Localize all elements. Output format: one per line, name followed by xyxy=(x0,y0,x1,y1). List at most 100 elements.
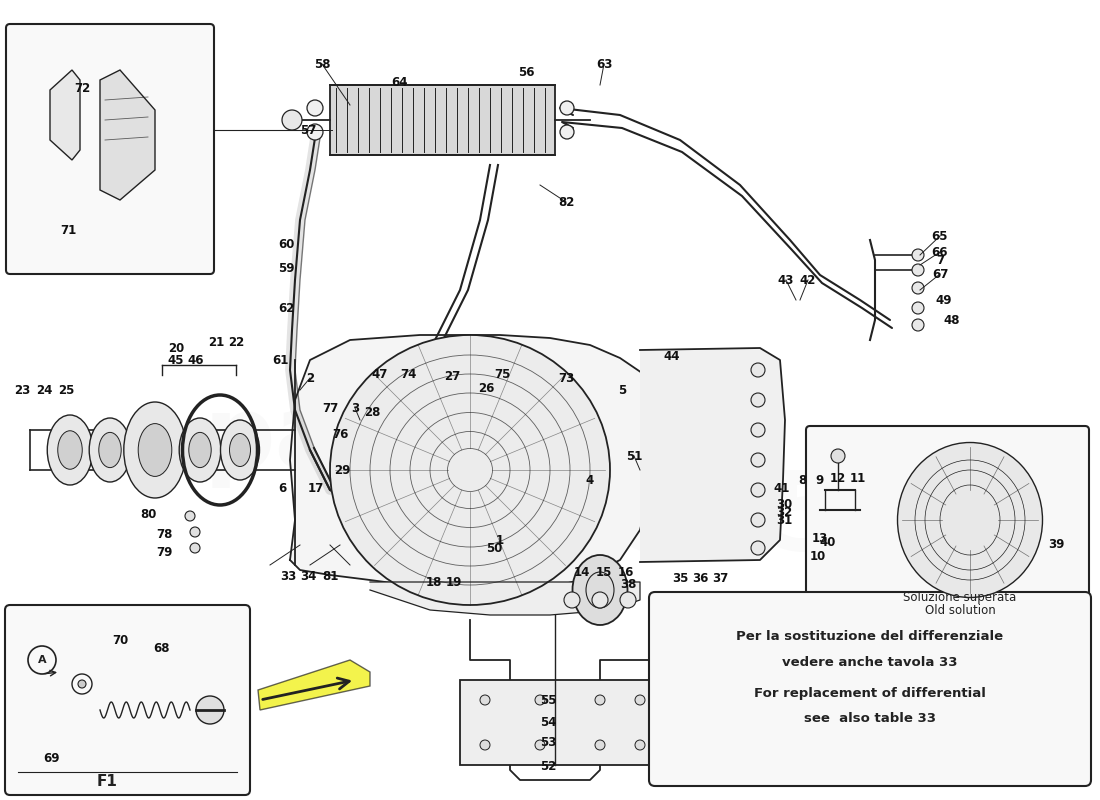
Text: 48: 48 xyxy=(944,314,960,326)
Text: 78: 78 xyxy=(156,527,173,541)
Text: 61: 61 xyxy=(272,354,288,366)
Text: 52: 52 xyxy=(540,759,557,773)
Ellipse shape xyxy=(89,418,131,482)
Text: 54: 54 xyxy=(540,715,557,729)
Ellipse shape xyxy=(898,442,1043,598)
Text: 66: 66 xyxy=(932,246,948,258)
Circle shape xyxy=(620,592,636,608)
Text: 31: 31 xyxy=(776,514,792,526)
FancyBboxPatch shape xyxy=(806,426,1089,614)
Text: 4: 4 xyxy=(586,474,594,486)
Circle shape xyxy=(912,319,924,331)
Text: 23: 23 xyxy=(14,383,30,397)
Text: 37: 37 xyxy=(712,571,728,585)
Text: Old solution: Old solution xyxy=(925,605,996,618)
Circle shape xyxy=(912,249,924,261)
Polygon shape xyxy=(290,335,654,592)
Text: 60: 60 xyxy=(278,238,294,250)
Circle shape xyxy=(830,449,845,463)
Text: 12: 12 xyxy=(829,471,846,485)
FancyBboxPatch shape xyxy=(6,24,214,274)
Text: 41: 41 xyxy=(773,482,790,494)
Text: 76: 76 xyxy=(332,427,349,441)
Text: 17: 17 xyxy=(308,482,324,494)
Text: 55: 55 xyxy=(540,694,557,706)
Circle shape xyxy=(535,695,544,705)
Text: Soluzione superata: Soluzione superata xyxy=(903,591,1016,605)
Circle shape xyxy=(282,110,303,130)
Text: 16: 16 xyxy=(618,566,635,578)
Text: 9: 9 xyxy=(816,474,824,486)
Text: 19: 19 xyxy=(446,575,462,589)
Text: 22: 22 xyxy=(228,335,244,349)
Circle shape xyxy=(635,740,645,750)
Circle shape xyxy=(560,125,574,139)
Circle shape xyxy=(751,393,764,407)
Text: 58: 58 xyxy=(314,58,330,70)
Text: 24: 24 xyxy=(36,383,52,397)
Circle shape xyxy=(912,264,924,276)
Text: 62: 62 xyxy=(278,302,294,314)
Text: 40: 40 xyxy=(820,535,836,549)
Text: 2: 2 xyxy=(306,371,315,385)
Text: 35: 35 xyxy=(672,571,689,585)
Text: 59: 59 xyxy=(277,262,295,274)
Text: 8: 8 xyxy=(798,474,806,486)
Text: 21: 21 xyxy=(208,335,224,349)
Text: 18: 18 xyxy=(426,575,442,589)
Text: 10: 10 xyxy=(810,550,826,562)
Text: 45: 45 xyxy=(167,354,185,366)
Text: 81: 81 xyxy=(322,570,338,582)
Text: 28: 28 xyxy=(364,406,381,418)
Text: 73: 73 xyxy=(558,371,574,385)
Ellipse shape xyxy=(179,418,221,482)
Text: 43: 43 xyxy=(778,274,794,286)
Polygon shape xyxy=(640,348,785,562)
Text: 68: 68 xyxy=(154,642,170,654)
Circle shape xyxy=(595,695,605,705)
Circle shape xyxy=(190,543,200,553)
Text: 80: 80 xyxy=(140,507,156,521)
Text: 26: 26 xyxy=(477,382,494,394)
Circle shape xyxy=(635,695,645,705)
Text: F1: F1 xyxy=(97,774,118,790)
Polygon shape xyxy=(370,582,640,615)
FancyBboxPatch shape xyxy=(330,85,556,155)
Text: 77: 77 xyxy=(322,402,338,414)
Text: 14: 14 xyxy=(574,566,591,578)
Ellipse shape xyxy=(47,415,92,485)
Text: vedere anche tavola 33: vedere anche tavola 33 xyxy=(782,657,958,670)
Circle shape xyxy=(564,592,580,608)
Circle shape xyxy=(751,363,764,377)
Text: 5: 5 xyxy=(618,383,626,397)
Text: 47: 47 xyxy=(372,367,388,381)
Text: 75: 75 xyxy=(494,367,510,381)
Circle shape xyxy=(912,302,924,314)
Ellipse shape xyxy=(330,335,610,605)
Circle shape xyxy=(190,527,200,537)
Text: 74: 74 xyxy=(399,367,416,381)
Text: 11: 11 xyxy=(850,471,866,485)
Text: 42: 42 xyxy=(800,274,816,286)
Text: 1: 1 xyxy=(496,534,504,546)
Text: 29: 29 xyxy=(333,463,350,477)
Text: 72: 72 xyxy=(74,82,90,94)
Circle shape xyxy=(912,282,924,294)
Text: 69: 69 xyxy=(44,751,60,765)
Circle shape xyxy=(592,592,608,608)
Text: 30: 30 xyxy=(776,498,792,510)
Text: 33: 33 xyxy=(279,570,296,582)
Circle shape xyxy=(751,453,764,467)
Text: 63: 63 xyxy=(596,58,613,70)
Text: 67: 67 xyxy=(932,267,948,281)
Circle shape xyxy=(196,696,224,724)
Text: A: A xyxy=(37,655,46,665)
Ellipse shape xyxy=(99,432,121,467)
Text: 82: 82 xyxy=(558,195,574,209)
Ellipse shape xyxy=(572,555,627,625)
Text: 6: 6 xyxy=(278,482,286,494)
Polygon shape xyxy=(258,660,370,710)
Text: 70: 70 xyxy=(112,634,128,646)
Text: 7: 7 xyxy=(936,254,944,266)
Ellipse shape xyxy=(189,432,211,467)
